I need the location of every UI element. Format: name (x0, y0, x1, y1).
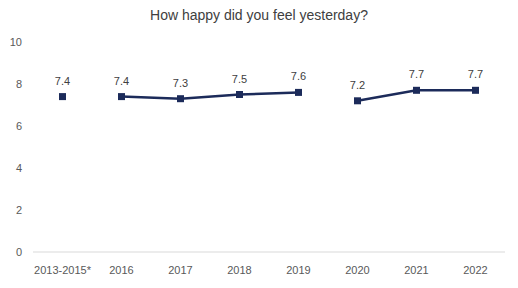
marker (118, 93, 125, 100)
x-tick-label: 2016 (109, 264, 133, 276)
title: How happy did you feel yesterday? (150, 7, 368, 23)
data-label: 7.5 (232, 73, 247, 85)
y-tick-label: 4 (16, 162, 22, 174)
x-tick-label: 2019 (286, 264, 310, 276)
data-label: 7.2 (350, 79, 365, 91)
marker (413, 87, 420, 94)
x-tick-label: 2020 (345, 264, 369, 276)
y-tick-label: 10 (10, 36, 22, 48)
marker (354, 97, 361, 104)
marker (177, 95, 184, 102)
y-tick-label: 8 (16, 78, 22, 90)
data-label: 7.3 (173, 77, 188, 89)
data-label: 7.6 (291, 70, 306, 82)
data-label: 7.4 (55, 75, 70, 87)
marker (59, 93, 66, 100)
x-tick-label: 2018 (227, 264, 251, 276)
y-tick-label: 2 (16, 204, 22, 216)
data-label: 7.4 (114, 75, 129, 87)
marker (472, 87, 479, 94)
x-tick-label: 2013-2015* (34, 264, 92, 276)
data-label: 7.7 (468, 68, 483, 80)
marker (236, 91, 243, 98)
plot-area (59, 87, 479, 105)
line (122, 92, 299, 98)
y-tick-label: 0 (16, 246, 22, 258)
x-tick-label: 2022 (463, 264, 487, 276)
x-axis-line (33, 252, 505, 253)
x-tick-label: 2017 (168, 264, 192, 276)
marker (295, 89, 302, 96)
data-labels: 7.4 7.4 7.3 7.5 7.6 7.2 7.7 7.7 (55, 68, 483, 91)
chart: How happy did you feel yesterday? 0 2 4 6 8 10… (0, 0, 518, 288)
y-tick-label: 6 (16, 120, 22, 132)
x-tick-label: 2021 (404, 264, 428, 276)
data-label: 7.7 (409, 68, 424, 80)
